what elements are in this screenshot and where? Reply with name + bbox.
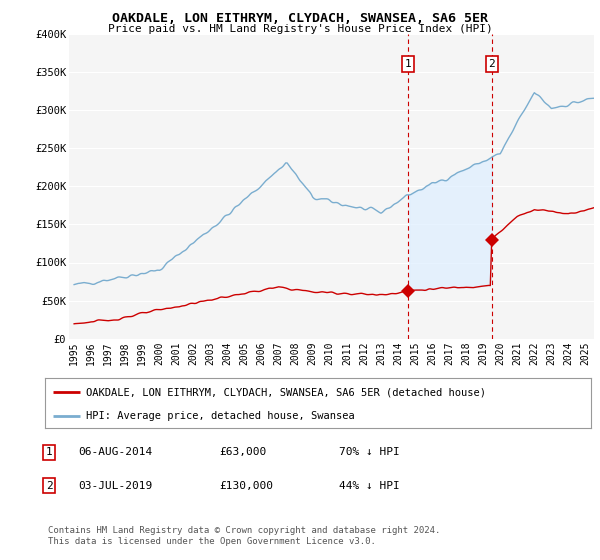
Text: HPI: Average price, detached house, Swansea: HPI: Average price, detached house, Swan… — [86, 411, 355, 421]
Text: 70% ↓ HPI: 70% ↓ HPI — [339, 447, 400, 458]
Text: £130,000: £130,000 — [219, 480, 273, 491]
Text: 2: 2 — [46, 480, 53, 491]
Text: 44% ↓ HPI: 44% ↓ HPI — [339, 480, 400, 491]
Text: £63,000: £63,000 — [219, 447, 266, 458]
Text: 03-JUL-2019: 03-JUL-2019 — [78, 480, 152, 491]
Text: 2: 2 — [488, 59, 495, 69]
Text: OAKDALE, LON EITHRYM, CLYDACH, SWANSEA, SA6 5ER (detached house): OAKDALE, LON EITHRYM, CLYDACH, SWANSEA, … — [86, 387, 486, 397]
Text: Price paid vs. HM Land Registry's House Price Index (HPI): Price paid vs. HM Land Registry's House … — [107, 24, 493, 34]
Text: OAKDALE, LON EITHRYM, CLYDACH, SWANSEA, SA6 5ER: OAKDALE, LON EITHRYM, CLYDACH, SWANSEA, … — [112, 12, 488, 25]
Text: Contains HM Land Registry data © Crown copyright and database right 2024.
This d: Contains HM Land Registry data © Crown c… — [48, 526, 440, 545]
Text: 06-AUG-2014: 06-AUG-2014 — [78, 447, 152, 458]
Text: 1: 1 — [405, 59, 412, 69]
Text: 1: 1 — [46, 447, 53, 458]
